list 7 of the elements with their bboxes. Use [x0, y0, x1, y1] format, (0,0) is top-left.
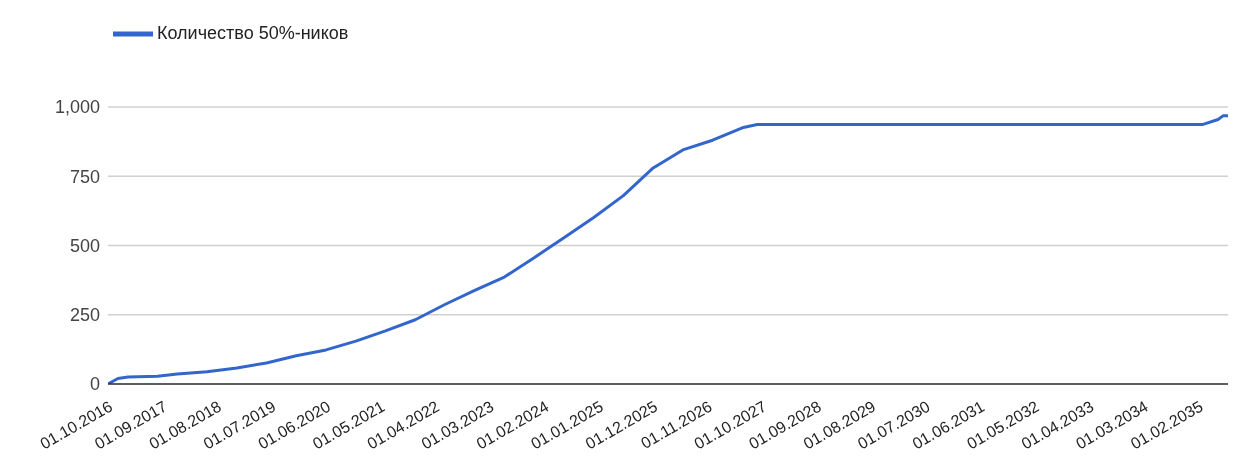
y-tick-label: 750	[69, 166, 100, 187]
legend-label: Количество 50%-ников	[157, 22, 349, 43]
y-tick-label: 500	[69, 235, 100, 256]
y-tick-label: 0	[89, 374, 100, 395]
line-series	[108, 114, 1228, 384]
y-tick-label: 1,000	[54, 97, 100, 118]
y-tick-label: 250	[69, 305, 100, 326]
